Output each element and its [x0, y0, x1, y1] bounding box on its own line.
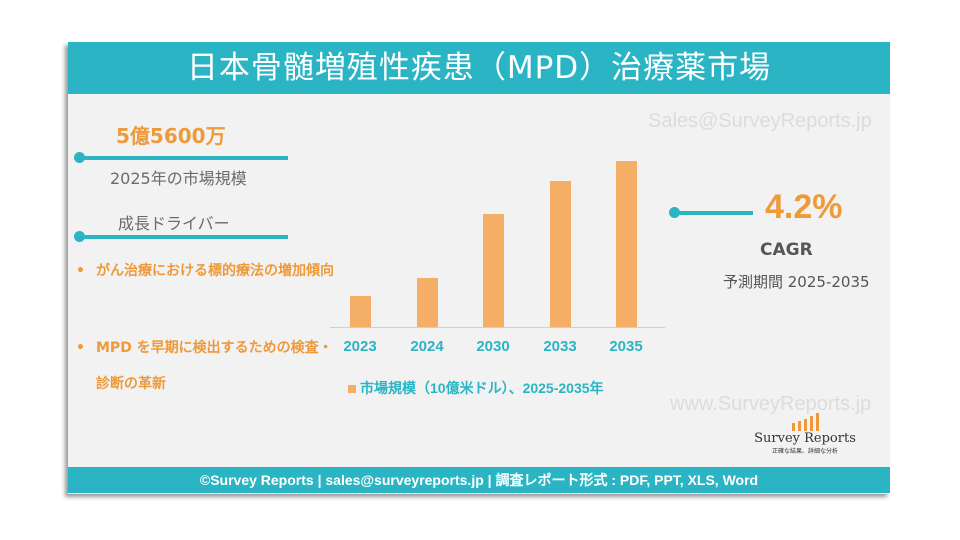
survey-reports-logo: Survey Reports 正確な結果、詳細な分析: [745, 413, 865, 455]
bar-2035: [616, 161, 637, 327]
driver-text: がん治療における標的療法の増加傾向: [96, 263, 334, 279]
x-tick-label: 2024: [410, 338, 444, 355]
legend-label: 市場規模（10億米ドル）、2025-2035年: [360, 380, 604, 396]
divider-line: [78, 156, 288, 160]
logo-tagline: 正確な結果、詳細な分析: [771, 448, 838, 455]
cagr-label: CAGR: [760, 240, 813, 260]
bar-logo-icon: [792, 413, 819, 431]
page-title: 日本骨髄増殖性疾患（MPD）治療薬市場: [68, 42, 890, 94]
legend-swatch: [348, 385, 356, 393]
bar-2030: [483, 214, 504, 327]
x-tick-label: 2033: [543, 338, 577, 355]
divider-line: [673, 211, 753, 215]
bar-2033: [550, 181, 571, 327]
drivers-heading: 成長ドライバー: [118, 214, 230, 233]
divider-line: [78, 235, 288, 239]
x-tick-label: 2023: [343, 338, 377, 355]
bar-2024: [417, 278, 438, 327]
watermark-email: Sales@SurveyReports.jp: [648, 110, 872, 132]
x-tick-label: 2035: [609, 338, 643, 355]
watermark-url: www.SurveyReports.jp: [670, 393, 872, 415]
driver-item: • がん治療における標的療法の増加傾向: [76, 253, 340, 289]
market-value: 5億5600万: [116, 124, 226, 148]
driver-text: MPD を早期に検出するための検査・診断の革新: [96, 340, 333, 392]
market-label: 2025年の市場規模: [110, 169, 247, 188]
cagr-value: 4.2%: [765, 188, 843, 226]
footer: ©Survey Reports | sales@surveyreports.jp…: [68, 467, 890, 493]
forecast-period: 予測期間 2025-2035: [723, 273, 870, 291]
driver-item: • MPD を早期に検出するための検査・診断の革新: [76, 330, 340, 402]
infographic-panel: [68, 42, 890, 494]
chart-legend: 市場規模（10億米ドル）、2025-2035年: [348, 378, 604, 398]
logo-name: Survey Reports: [754, 431, 856, 446]
bar-2023: [350, 296, 371, 327]
x-tick-label: 2030: [476, 338, 510, 355]
bar-chart: [330, 161, 665, 328]
